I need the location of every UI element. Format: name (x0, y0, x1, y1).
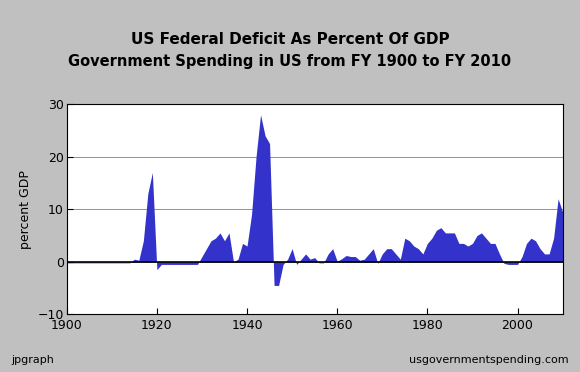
Text: US Federal Deficit As Percent Of GDP: US Federal Deficit As Percent Of GDP (130, 32, 450, 46)
Text: usgovernmentspending.com: usgovernmentspending.com (409, 355, 568, 365)
Y-axis label: percent GDP: percent GDP (19, 170, 32, 249)
Text: jpgraph: jpgraph (12, 355, 55, 365)
Text: Government Spending in US from FY 1900 to FY 2010: Government Spending in US from FY 1900 t… (68, 54, 512, 69)
